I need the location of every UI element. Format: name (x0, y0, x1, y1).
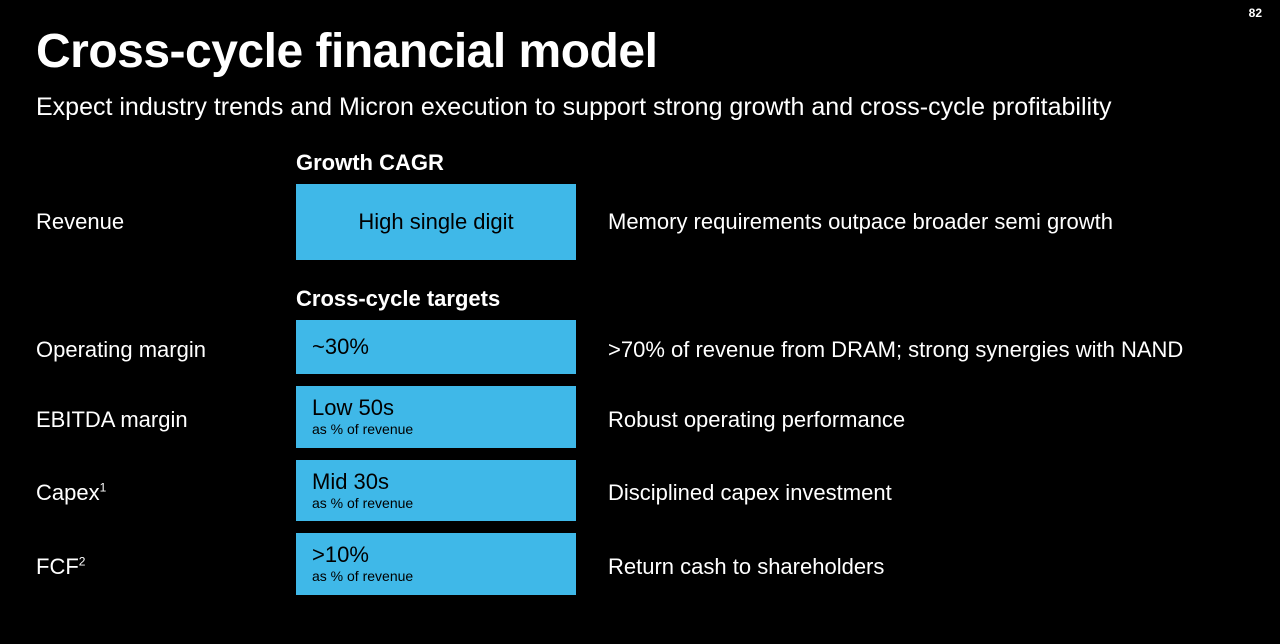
value-text: Low 50s (312, 396, 560, 420)
row-desc: >70% of revenue from DRAM; strong synerg… (608, 337, 1244, 363)
row-label-revenue: Revenue (36, 209, 264, 235)
row-label: Operating margin (36, 337, 264, 363)
row-desc: Return cash to shareholders (608, 554, 1244, 580)
row-desc: Robust operating performance (608, 407, 1244, 433)
value-subtext: as % of revenue (312, 496, 560, 511)
slide-subtitle: Expect industry trends and Micron execut… (36, 93, 1244, 122)
section-header-targets: Cross-cycle targets (296, 286, 576, 312)
footnote-sup: 1 (100, 481, 107, 495)
value-box: ~30% (296, 320, 576, 374)
page-number: 82 (1249, 6, 1262, 20)
value-subtext: as % of revenue (312, 569, 560, 584)
section-cross-cycle-header: Cross-cycle targets (36, 286, 1244, 320)
value-text: High single digit (358, 209, 513, 235)
row-desc: Disciplined capex investment (608, 480, 1244, 506)
value-box: Low 50s as % of revenue (296, 386, 576, 448)
row-label: Capex1 (36, 480, 264, 506)
row-label: FCF2 (36, 554, 264, 580)
slide-title: Cross-cycle financial model (36, 24, 1244, 79)
section-header-growth: Growth CAGR (296, 150, 576, 176)
row-desc-revenue: Memory requirements outpace broader semi… (608, 209, 1244, 235)
value-subtext: as % of revenue (312, 422, 560, 437)
section-growth-cagr: Growth CAGR Revenue High single digit Me… (36, 150, 1244, 260)
section-cross-cycle-rows: Operating margin ~30% >70% of revenue from… (36, 320, 1244, 601)
value-text: >10% (312, 543, 560, 567)
value-text: Mid 30s (312, 470, 560, 494)
row-label: EBITDA margin (36, 407, 264, 433)
value-text: ~30% (312, 335, 560, 359)
value-box: Mid 30s as % of revenue (296, 460, 576, 522)
footnote-sup: 2 (79, 555, 86, 569)
slide-container: Cross-cycle financial model Expect indus… (0, 0, 1280, 601)
value-box-revenue: High single digit (296, 184, 576, 260)
value-box: >10% as % of revenue (296, 533, 576, 595)
